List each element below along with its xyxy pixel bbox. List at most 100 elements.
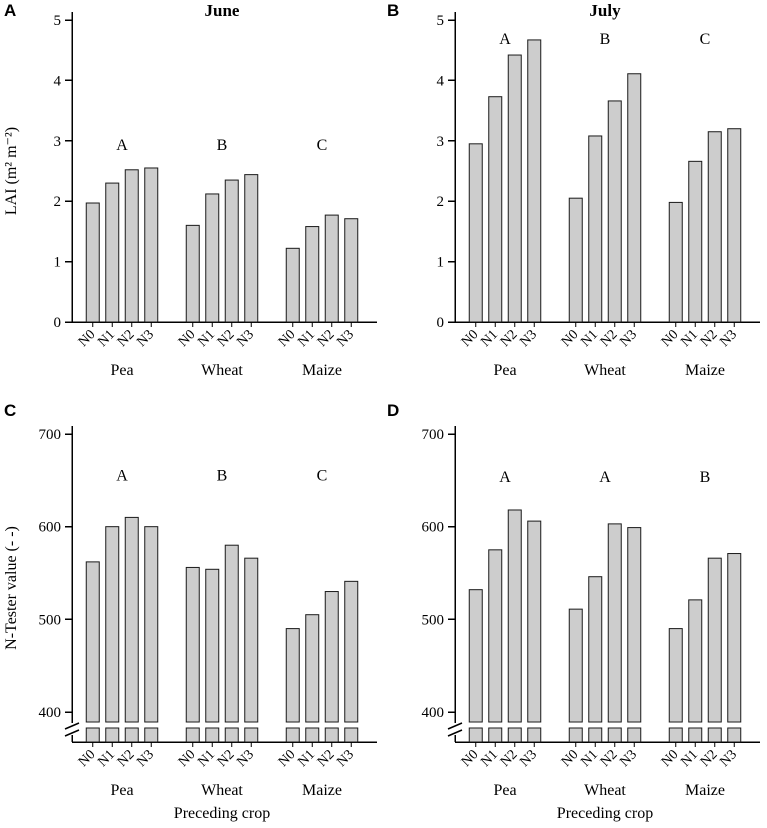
group-label-Pea: Pea [493,782,516,799]
bar-Wheat-N0 [568,608,583,723]
y-tick-label: 2 [54,194,62,210]
y-axis-label: LAI (m² m⁻²) [3,127,20,215]
bar-stub-Pea-N0 [468,727,483,743]
axis-break-slash [447,729,463,737]
y-tick-label: 700 [39,427,62,443]
bar-stub-Pea-N2 [507,727,522,743]
y-tick-label: 600 [422,520,445,536]
y-tick-label: 500 [39,612,62,628]
y-tick-label: 400 [39,705,62,721]
y-axis-label: N-Tester value (- -) [3,526,20,650]
chart-title: July [589,1,621,20]
bar-Wheat-N2 [224,544,239,723]
bar-tick-label: N3 [234,747,257,770]
bar-Wheat-N0 [568,197,583,323]
y-tick-label: 1 [54,255,62,271]
y-tick-label: 3 [54,134,62,150]
bar-stub-Wheat-N1 [205,727,220,743]
bar-Wheat-N3 [627,73,642,323]
bar-tick-label: N3 [517,327,540,350]
bar-Maize-N3 [344,218,359,323]
y-tick-label: 4 [437,73,445,89]
bar-Maize-N2 [707,557,722,723]
significance-letter: C [317,137,328,154]
significance-letter: A [499,31,511,48]
bar-stub-Wheat-N3 [244,727,259,743]
group-label-Pea: Pea [110,362,133,379]
group-label-Maize: Maize [685,362,725,379]
bar-Pea-N1 [488,549,503,723]
bar-stub-Maize-N3 [344,727,359,743]
bar-stub-Maize-N0 [285,727,300,743]
y-tick-label: 5 [54,13,62,29]
chart-panel-B: B July012345AN0N1N2N3PeaBN0N1N2N3WheatCN0… [387,1,760,379]
y-tick-label: 2 [437,194,445,210]
bar-Maize-N1 [688,599,703,723]
bar-Pea-N3 [527,520,542,723]
y-tick-label: 1 [437,255,445,271]
bar-stub-Wheat-N2 [607,727,622,743]
group-label-Pea: Pea [110,782,133,799]
bar-Wheat-N3 [244,174,259,323]
y-tick-label: 5 [437,13,445,29]
panel-D: D 400 500 600 700 A N0 N1 N2 N3 Pea A N0 N1 N2 N3 Wheat B… [383,400,767,828]
bar-tick-label: N3 [134,327,157,350]
chart-title: June [205,1,240,20]
bar-stub-Pea-N3 [144,727,159,743]
group-label-Maize: Maize [685,782,725,799]
bar-Wheat-N2 [224,179,239,323]
bar-stub-Pea-N3 [527,727,542,743]
bar-Wheat-N0 [185,224,200,323]
bar-Maize-N0 [668,201,683,323]
panel-label-B: B [387,1,399,20]
bar-Maize-N0 [285,628,300,723]
panel-B: B July 0 1 2 3 4 5 A N0 N1 N2 N3 Pea B N0 N1 N2 N3 Wheat C N0… [383,0,767,400]
bar-stub-Wheat-N0 [185,727,200,743]
axis-break-slash [447,722,463,730]
bar-Maize-N3 [727,128,742,323]
panel-label-C: C [4,401,16,420]
bar-Pea-N2 [507,54,522,323]
y-tick-label: 0 [54,315,62,331]
group-label-Wheat: Wheat [584,362,626,379]
x-axis-label: Preceding crop [557,805,653,822]
bar-stub-Wheat-N2 [224,727,239,743]
bar-Wheat-N0 [185,566,200,723]
group-label-Wheat: Wheat [201,782,243,799]
bar-Maize-N3 [727,553,742,723]
bar-Maize-N0 [668,628,683,723]
significance-letter: A [116,467,128,484]
bar-stub-Pea-N1 [105,727,120,743]
y-tick-label: 4 [54,73,62,89]
bar-Maize-N2 [707,131,722,323]
panel-label-D: D [387,401,399,420]
bar-Pea-N0 [85,561,100,723]
y-tick-label: 3 [437,134,445,150]
significance-letter: A [599,469,611,486]
bar-Pea-N0 [468,589,483,723]
bar-Maize-N0 [285,247,300,323]
panel-label-A: A [4,1,16,20]
bar-stub-Maize-N0 [668,727,683,743]
bar-Wheat-N2 [607,523,622,723]
significance-letter: C [700,31,711,48]
bar-stub-Wheat-N1 [588,727,603,743]
bar-Pea-N2 [507,509,522,723]
bar-stub-Maize-N3 [727,727,742,743]
bar-stub-Maize-N2 [707,727,722,743]
y-tick-label: 700 [422,427,445,443]
group-label-Maize: Maize [302,782,342,799]
bar-tick-label: N3 [334,747,357,770]
axis-break-slash [64,729,80,737]
bar-Maize-N1 [305,614,320,723]
bar-Wheat-N1 [205,568,220,723]
group-label-Pea: Pea [493,362,516,379]
axis-break-slash [64,722,80,730]
significance-letter: A [116,137,128,154]
bar-Pea-N3 [144,167,159,323]
bar-Pea-N2 [124,516,139,723]
group-label-Wheat: Wheat [584,782,626,799]
bar-Pea-N1 [105,526,120,723]
